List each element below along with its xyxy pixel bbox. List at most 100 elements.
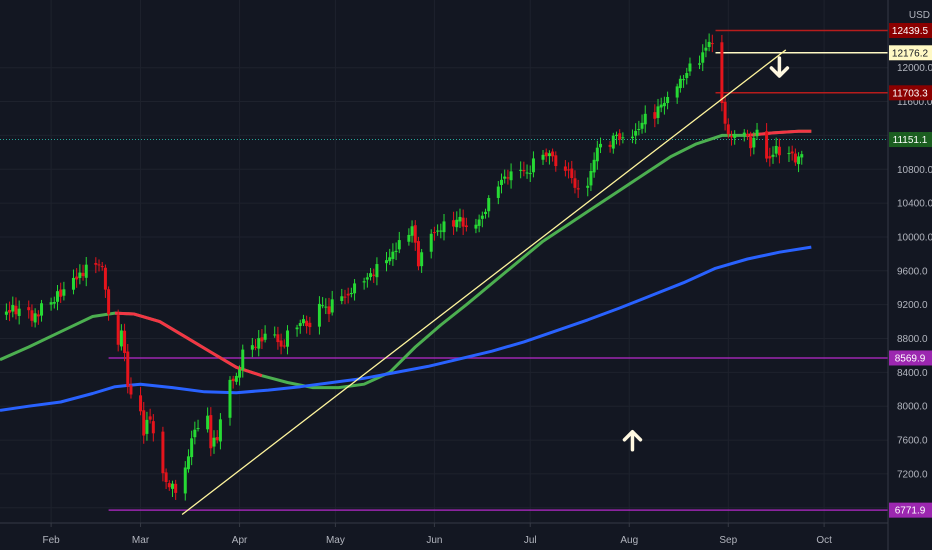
candle-body <box>745 134 749 136</box>
candle-body <box>768 156 772 159</box>
candle-body <box>595 147 599 162</box>
candle-body <box>487 198 491 212</box>
candle-body <box>59 289 63 297</box>
candle-body <box>723 101 727 124</box>
candle-body <box>254 346 258 348</box>
candle-body <box>84 264 88 278</box>
candle-body <box>685 73 689 79</box>
moving-average-red-tail <box>747 129 812 137</box>
candle-body <box>484 211 488 214</box>
candle-body <box>477 219 481 226</box>
y-tick-label: 12000.0 <box>897 63 932 74</box>
candle-body <box>522 169 526 172</box>
candle-body <box>630 136 634 139</box>
candle-body <box>353 283 357 294</box>
annotation-arrows <box>622 56 790 452</box>
candle-body <box>349 292 353 295</box>
price-level-tag <box>889 23 932 39</box>
y-tick-label: 10400.0 <box>897 199 932 210</box>
y-tick-label: 7200.0 <box>897 469 928 480</box>
candle-body <box>458 216 462 222</box>
candle-body <box>675 86 679 98</box>
moving-average-red-segment <box>114 311 263 378</box>
price-level-tag-label: 11151.1 <box>893 135 928 146</box>
candle-body <box>142 410 146 436</box>
candle-body <box>611 135 615 149</box>
candle-body <box>554 155 558 167</box>
candle-body <box>276 334 280 343</box>
candle-body <box>800 154 804 158</box>
candle-body <box>4 311 8 315</box>
candle-body <box>410 226 414 236</box>
candle-body <box>40 303 44 316</box>
price-level-tag <box>889 502 932 518</box>
candle-body <box>372 274 376 276</box>
candle-body <box>52 302 56 304</box>
candle-body <box>145 419 149 434</box>
candle-body <box>369 273 373 278</box>
candle-body <box>170 483 174 489</box>
candle-body <box>752 137 756 148</box>
candle-body <box>787 153 791 155</box>
candle-body <box>241 349 245 371</box>
candle-body <box>525 172 529 174</box>
candle-body <box>643 113 647 125</box>
candle-body <box>701 52 705 63</box>
candle-body <box>653 112 657 119</box>
price-level-tag <box>889 132 932 148</box>
candle-body <box>666 96 670 104</box>
candle-body <box>742 132 746 135</box>
candle-body <box>656 106 660 118</box>
candle-body <box>228 379 232 418</box>
candle-body <box>8 309 12 313</box>
y-tick-label: 11600.0 <box>897 97 932 108</box>
price-level-tag-label: 6771.9 <box>895 506 926 517</box>
currency-label: USD <box>909 10 930 21</box>
price-level-tag-label: 11703.3 <box>892 88 928 99</box>
candle-body <box>391 251 395 259</box>
candle-body <box>416 241 420 267</box>
candle-body <box>126 351 130 387</box>
candle-body <box>573 178 577 188</box>
price-level-tag-label: 12439.5 <box>892 26 929 37</box>
candle-body <box>777 146 781 156</box>
candle-body <box>107 289 111 315</box>
candle-body <box>365 277 369 280</box>
candle-body <box>452 220 456 227</box>
time-axis[interactable]: Feb Mar Apr May Jun Jul Aug Sep Oct <box>42 523 832 546</box>
candle-body <box>71 277 75 290</box>
candle-body <box>499 179 503 185</box>
candle-body <box>640 122 644 129</box>
candle-body <box>599 143 603 148</box>
candle-body <box>317 303 321 327</box>
candle-body <box>263 333 267 340</box>
candle-body <box>586 185 590 188</box>
candle-body <box>790 151 794 154</box>
candle-body <box>36 314 40 317</box>
candle-body <box>330 299 334 313</box>
candle-body <box>436 230 440 232</box>
candle-body <box>148 416 152 420</box>
candle-body <box>749 137 753 149</box>
candle-body <box>439 230 443 232</box>
candle-body <box>544 152 548 157</box>
candle-body <box>474 224 478 229</box>
candle-body <box>420 252 424 267</box>
x-tick-label: Aug <box>620 535 638 546</box>
candle-body <box>608 144 612 147</box>
candle-body <box>733 134 737 138</box>
candle-body <box>531 158 535 173</box>
candle-body <box>346 293 350 296</box>
candle-body <box>678 78 682 89</box>
candle-body <box>589 171 593 186</box>
trendline-group <box>181 49 787 516</box>
candle-body <box>234 375 238 382</box>
candle-body <box>55 291 59 302</box>
candle-body <box>327 306 331 315</box>
candle-body <box>432 232 436 234</box>
candle-body <box>257 338 261 349</box>
candle-body <box>212 437 216 447</box>
candle-body <box>698 63 702 65</box>
candle-body <box>541 154 545 160</box>
